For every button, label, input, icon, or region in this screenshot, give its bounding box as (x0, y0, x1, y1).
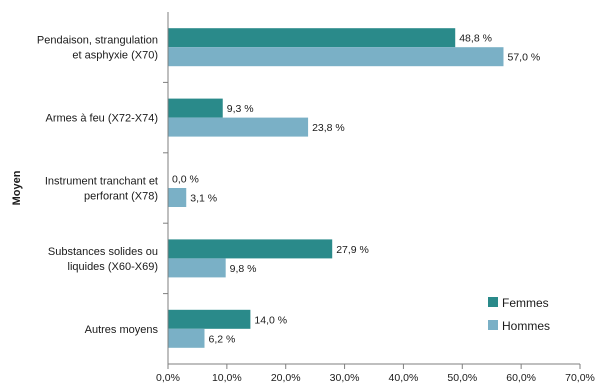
category-label-line: perforant (X78) (84, 191, 158, 203)
legend: Femmes Hommes (488, 296, 550, 333)
y-axis-title: Moyen (11, 170, 23, 205)
data-label: 6,2 % (208, 333, 235, 345)
bar-femmes (168, 309, 251, 329)
data-label: 3,1 % (190, 193, 217, 205)
legend-label-femmes: Femmes (502, 296, 549, 310)
bar-hommes (168, 117, 309, 137)
category-label: Autres moyens (85, 324, 159, 336)
bar-hommes (168, 328, 205, 348)
x-tick-label: 0,0% (156, 372, 180, 384)
data-label: 9,8 % (230, 263, 257, 275)
category-labels: Pendaison, strangulation et asphyxie (X70… (37, 35, 159, 336)
category-label: Pendaison, strangulation et asphyxie (X70… (37, 35, 158, 62)
axes (163, 12, 580, 365)
bar-hommes (168, 188, 187, 207)
category-label: Armes à feu (X72-X74) (46, 113, 159, 125)
data-label: 0,0 % (172, 174, 199, 186)
bars (168, 28, 504, 348)
legend-swatch-hommes (488, 320, 498, 330)
x-tick-label: 70,0% (565, 372, 595, 384)
x-axis-ticks: 0,0% 10,0% 20,0% 30,0% 40,0% 50,0% 60,0% 70,0% (156, 364, 595, 384)
data-label: 57,0 % (507, 52, 540, 64)
bar-hommes (168, 258, 226, 278)
x-tick-label: 10,0% (212, 372, 242, 384)
x-tick-label: 40,0% (389, 372, 419, 384)
category-label-line: Pendaison, strangulation (37, 35, 158, 47)
category-label-line: Substances solides ou (48, 246, 158, 258)
category-label: Instrument tranchant et perforant (X78) (45, 176, 158, 203)
data-label: 9,3 % (227, 103, 254, 115)
x-tick-label: 30,0% (330, 372, 360, 384)
bar-femmes (168, 28, 456, 48)
x-tick-label: 20,0% (271, 372, 301, 384)
bar-hommes (168, 47, 504, 67)
category-label-line: Autres moyens (85, 324, 159, 336)
data-label: 23,8 % (312, 122, 345, 134)
legend-swatch-femmes (488, 297, 498, 307)
bar-femmes (168, 98, 223, 118)
category-label: Substances solides ou liquides (X60-X69) (48, 246, 158, 273)
data-labels: 48,8 % 57,0 % 9,3 % 23,8 % 0,0 % 3,1 % 27,9 % 9… (172, 33, 540, 346)
category-label-line: et asphyxie (X70) (72, 50, 158, 62)
x-tick-label: 60,0% (506, 372, 536, 384)
data-label: 48,8 % (459, 33, 492, 45)
bar-femmes (168, 239, 333, 259)
category-label-line: liquides (X60-X69) (68, 261, 159, 273)
data-label: 14,0 % (254, 314, 287, 326)
category-label-line: Instrument tranchant et (45, 176, 158, 188)
legend-label-hommes: Hommes (502, 319, 550, 333)
data-label: 27,9 % (336, 244, 369, 256)
category-label-line: Armes à feu (X72-X74) (46, 113, 159, 125)
x-tick-label: 50,0% (447, 372, 477, 384)
